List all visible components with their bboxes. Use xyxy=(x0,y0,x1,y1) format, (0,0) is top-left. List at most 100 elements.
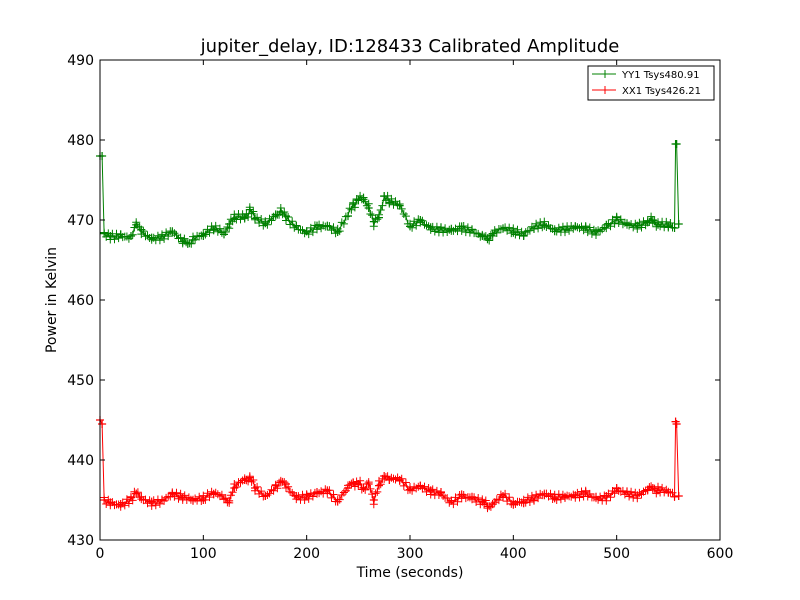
data-point-xx1 xyxy=(282,480,290,488)
data-point-xx1 xyxy=(672,420,681,428)
data-point-xx1 xyxy=(230,484,239,492)
data-point-yy1 xyxy=(313,221,321,230)
data-point-xx1 xyxy=(664,488,673,497)
data-point-xx1 xyxy=(369,496,378,504)
data-point-xx1 xyxy=(447,496,456,505)
data-point-yy1 xyxy=(344,212,352,220)
data-point-yy1 xyxy=(132,220,141,229)
data-point-yy1 xyxy=(168,227,177,236)
data-point-xx1 xyxy=(349,478,358,487)
data-point-xx1 xyxy=(178,493,187,502)
data-point-yy1 xyxy=(561,225,569,234)
y-axis-label: Power in Kelvin xyxy=(44,247,60,353)
series-xx1 xyxy=(96,416,683,513)
axis-ticks: 0 100 200 300 400 500 600 430 440 450 460 470 480 490 xyxy=(67,53,733,562)
legend-label-xx1: XX1 Tsys426.21 xyxy=(622,86,701,97)
data-point-yy1 xyxy=(437,224,445,232)
data-point-xx1 xyxy=(220,495,228,504)
data-point-xx1 xyxy=(251,484,259,492)
data-point-xx1 xyxy=(612,484,621,492)
data-point-xx1 xyxy=(437,488,445,496)
data-point-xx1 xyxy=(189,496,197,505)
data-point-xx1 xyxy=(240,476,249,484)
data-point-xx1 xyxy=(333,497,342,506)
data-point-xx1 xyxy=(344,484,352,492)
data-point-xx1 xyxy=(509,500,518,509)
data-point-yy1 xyxy=(127,232,135,240)
y-tick-label: 440 xyxy=(67,453,94,469)
y-tick-label: 430 xyxy=(67,533,94,549)
x-tick-label: 600 xyxy=(707,546,734,562)
data-point-xx1 xyxy=(648,484,657,492)
y-tick-label: 480 xyxy=(67,133,94,149)
data-point-yy1 xyxy=(672,140,681,148)
data-point-yy1 xyxy=(106,232,115,240)
data-point-yy1 xyxy=(183,239,192,248)
x-tick-label: 500 xyxy=(603,546,630,562)
data-point-xx1 xyxy=(561,492,569,501)
data-point-xx1 xyxy=(199,496,208,504)
data-point-yy1 xyxy=(478,232,487,240)
data-point-yy1 xyxy=(592,227,600,236)
data-point-xx1 xyxy=(483,502,492,511)
data-point-yy1 xyxy=(147,233,156,242)
data-point-xx1 xyxy=(530,496,538,504)
data-point-yy1 xyxy=(499,224,507,233)
data-point-xx1 xyxy=(116,500,125,508)
data-point-yy1 xyxy=(178,237,187,246)
data-point-yy1 xyxy=(359,193,368,202)
legend-marker-xx1 xyxy=(601,86,609,94)
data-point-xx1 xyxy=(271,481,280,490)
data-point-yy1 xyxy=(230,214,239,223)
data-point-yy1 xyxy=(271,210,280,219)
data-point-yy1 xyxy=(664,222,673,231)
data-point-xx1 xyxy=(519,499,528,508)
data-point-xx1 xyxy=(457,490,466,499)
x-axis-label: Time (seconds) xyxy=(356,565,464,581)
data-point-yy1 xyxy=(483,235,492,244)
data-point-yy1 xyxy=(416,216,425,224)
data-point-xx1 xyxy=(602,492,611,500)
data-point-xx1 xyxy=(478,497,487,506)
data-point-yy1 xyxy=(302,227,311,236)
legend-label-yy1: YY1 Tsys480.91 xyxy=(621,70,700,81)
data-point-xx1 xyxy=(416,481,425,490)
chart-title: jupiter_delay, ID:128433 Calibrated Ampl… xyxy=(200,36,620,57)
data-point-xx1 xyxy=(468,492,476,501)
data-point-yy1 xyxy=(519,232,528,240)
data-point-xx1 xyxy=(137,492,146,501)
data-point-xx1 xyxy=(380,472,389,480)
data-point-yy1 xyxy=(158,232,166,240)
data-point-yy1 xyxy=(98,152,107,160)
data-point-xx1 xyxy=(168,489,177,498)
data-point-yy1 xyxy=(550,227,559,236)
data-point-yy1 xyxy=(261,219,270,228)
data-point-yy1 xyxy=(530,224,538,233)
x-tick-label: 300 xyxy=(397,546,424,562)
data-point-xx1 xyxy=(98,420,107,428)
data-point-yy1 xyxy=(282,212,290,220)
data-point-yy1 xyxy=(468,225,476,234)
data-point-yy1 xyxy=(276,208,285,216)
data-point-yy1 xyxy=(137,225,146,234)
x-tick-label: 0 xyxy=(96,546,105,562)
data-point-xx1 xyxy=(323,486,332,495)
data-point-xx1 xyxy=(354,480,363,488)
data-point-yy1 xyxy=(426,223,435,232)
data-point-xx1 xyxy=(385,476,394,484)
data-point-xx1 xyxy=(261,492,270,500)
data-point-xx1 xyxy=(395,476,404,484)
data-point-yy1 xyxy=(245,205,254,214)
data-point-xx1 xyxy=(292,492,301,500)
data-point-yy1 xyxy=(199,232,208,240)
legend-marker-yy1 xyxy=(601,70,609,78)
data-point-xx1 xyxy=(674,492,683,500)
data-point-yy1 xyxy=(612,213,621,222)
y-tick-label: 450 xyxy=(67,373,94,389)
data-point-xx1 xyxy=(550,494,559,503)
data-point-yy1 xyxy=(292,221,301,230)
y-tick-label: 490 xyxy=(67,53,94,69)
data-point-xx1 xyxy=(245,473,254,482)
data-point-yy1 xyxy=(380,192,389,200)
data-point-xx1 xyxy=(592,492,600,501)
